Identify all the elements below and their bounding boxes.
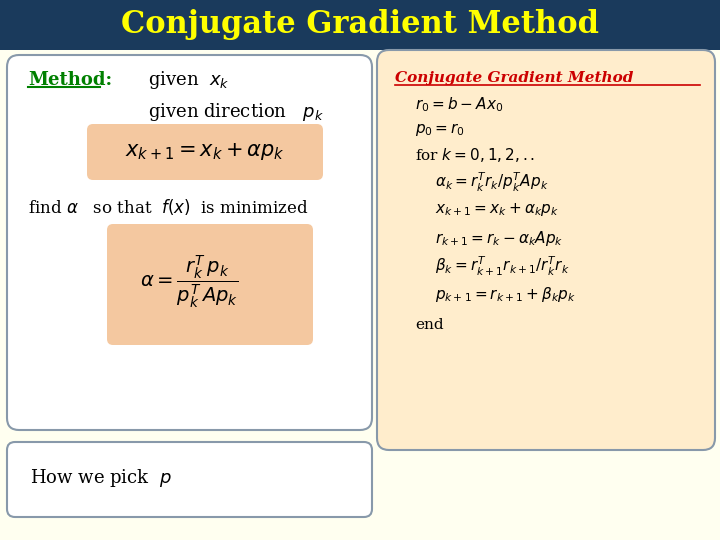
- Text: $\alpha = \dfrac{r_k^T\, p_k}{p_k^T\, A p_k}$: $\alpha = \dfrac{r_k^T\, p_k}{p_k^T\, A …: [140, 254, 238, 310]
- Text: $\alpha_k = r_k^T r_k / p_k^T A p_k$: $\alpha_k = r_k^T r_k / p_k^T A p_k$: [435, 171, 549, 194]
- Text: for $k = 0,1,2,..$: for $k = 0,1,2,..$: [415, 146, 535, 164]
- Text: How we pick  $p$: How we pick $p$: [30, 467, 172, 489]
- Text: end: end: [415, 318, 444, 332]
- FancyBboxPatch shape: [377, 50, 715, 450]
- FancyBboxPatch shape: [87, 124, 323, 180]
- Text: given direction   $p_k$: given direction $p_k$: [148, 101, 324, 123]
- Text: $r_0 = b - Ax_0$: $r_0 = b - Ax_0$: [415, 96, 503, 114]
- Text: $\beta_k = r_{k+1}^T r_{k+1} / r_k^T r_k$: $\beta_k = r_{k+1}^T r_{k+1} / r_k^T r_k…: [435, 254, 570, 278]
- FancyBboxPatch shape: [107, 224, 313, 345]
- Text: $p_{k+1} = r_{k+1} + \beta_k p_k$: $p_{k+1} = r_{k+1} + \beta_k p_k$: [435, 285, 576, 303]
- Text: given  $x_k$: given $x_k$: [148, 69, 230, 91]
- Text: $x_{k+1} = x_k + \alpha_k p_k$: $x_{k+1} = x_k + \alpha_k p_k$: [435, 201, 559, 219]
- Text: $p_0 = r_0$: $p_0 = r_0$: [415, 122, 465, 138]
- Text: find $\alpha$   so that  $f(x)$  is minimized: find $\alpha$ so that $f(x)$ is minimize…: [28, 197, 309, 217]
- Text: Conjugate Gradient Method: Conjugate Gradient Method: [395, 71, 634, 85]
- Text: Conjugate Gradient Method: Conjugate Gradient Method: [121, 10, 599, 40]
- FancyBboxPatch shape: [7, 55, 372, 430]
- FancyBboxPatch shape: [7, 442, 372, 517]
- FancyBboxPatch shape: [0, 0, 720, 50]
- Text: Method:: Method:: [28, 71, 112, 89]
- Text: $r_{k+1} = r_k - \alpha_k A p_k$: $r_{k+1} = r_k - \alpha_k A p_k$: [435, 228, 564, 247]
- Text: $x_{k+1} = x_k + \alpha p_k$: $x_{k+1} = x_k + \alpha p_k$: [125, 141, 285, 163]
